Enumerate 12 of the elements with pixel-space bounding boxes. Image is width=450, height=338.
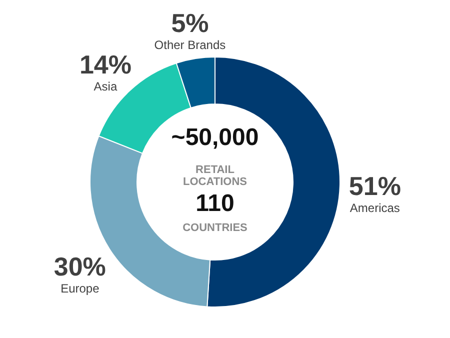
data-label: 51% — [348, 171, 401, 202]
data-label: 5% — [171, 8, 209, 38]
slice-label: Asia — [94, 79, 118, 94]
text: 110 — [196, 190, 234, 217]
data-label: 14% — [79, 49, 132, 80]
slice-label: Other Brands — [154, 38, 226, 52]
slice-label: Europe — [60, 282, 100, 296]
data-label: 30% — [54, 252, 106, 282]
slice-label: Americas — [350, 201, 400, 216]
text: RETAIL LOCATIONS — [183, 164, 247, 188]
text: ~50,000 — [171, 124, 259, 151]
text: COUNTRIES — [182, 222, 248, 234]
